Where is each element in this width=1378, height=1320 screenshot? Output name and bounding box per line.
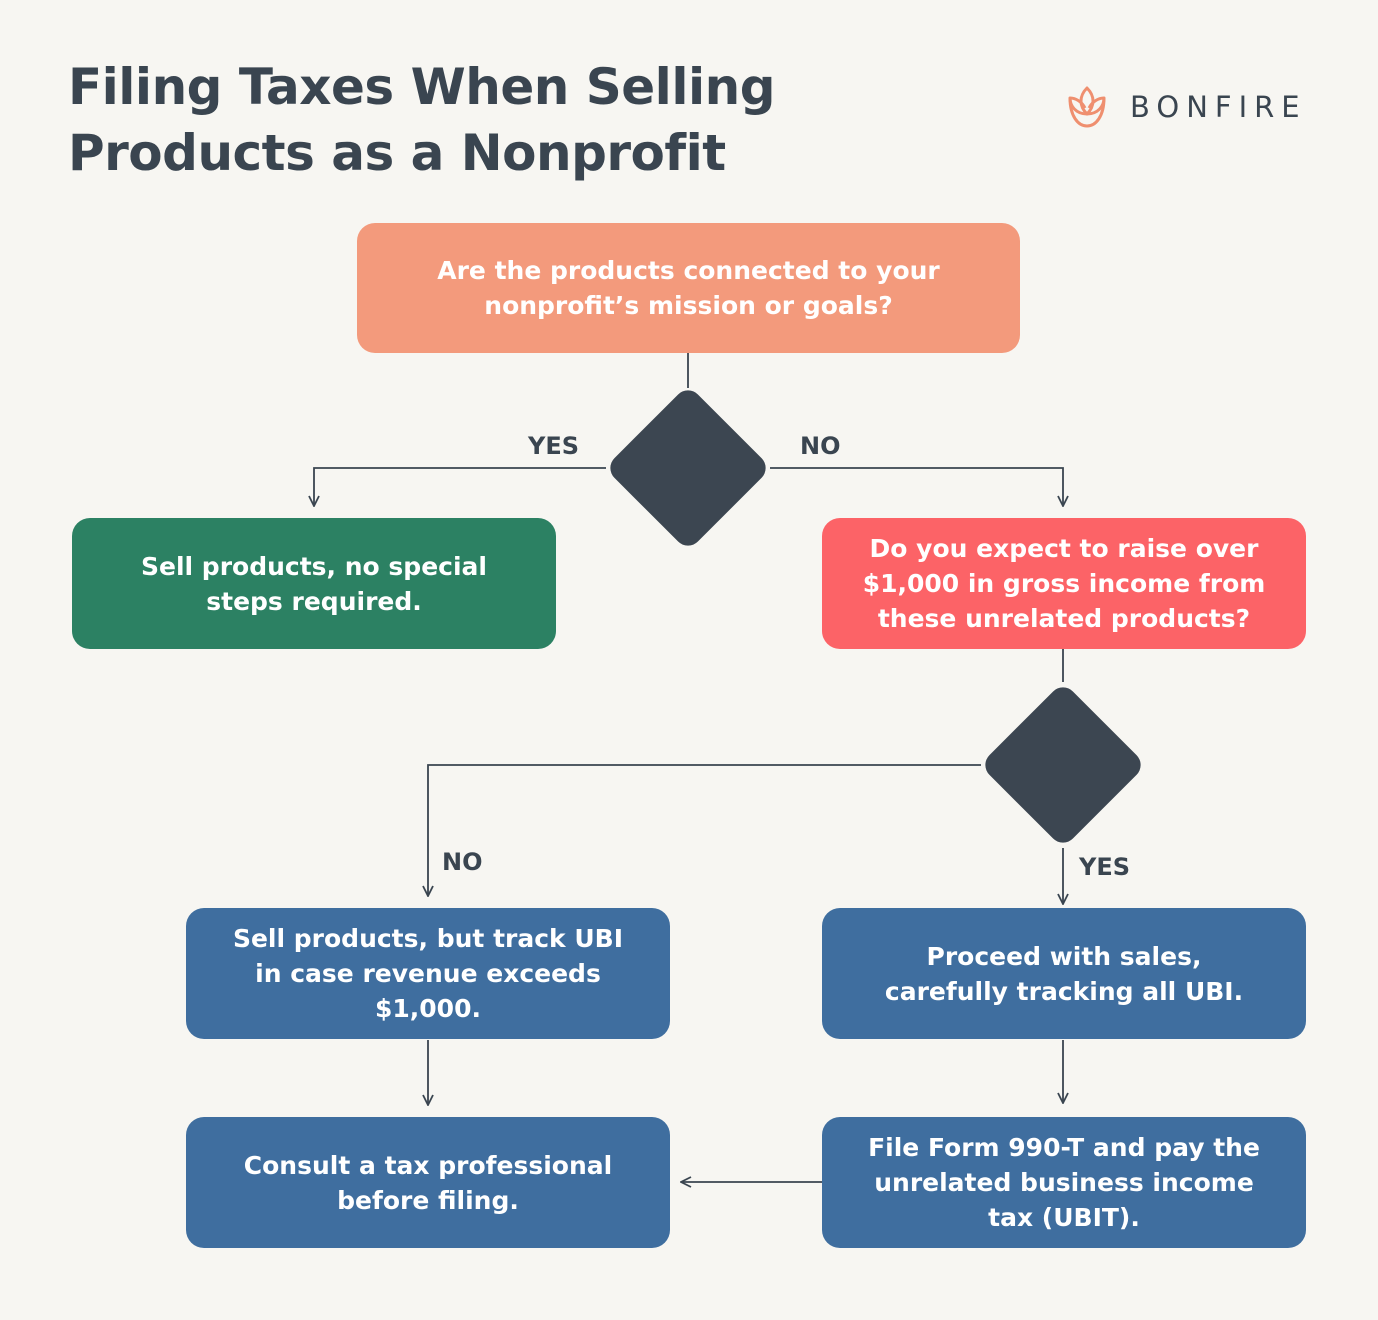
proceed-sales-box: Proceed with sales, carefully tracking a… — [822, 908, 1306, 1039]
decision-diamond-1 — [610, 390, 766, 546]
proceed-sales-text: Proceed with sales, carefully tracking a… — [884, 941, 1244, 1006]
question-income-text: Do you expect to raise over $1,000 in gr… — [862, 534, 1266, 633]
question-income-box: Do you expect to raise over $1,000 in gr… — [822, 518, 1306, 649]
file-form-text: File Form 990-T and pay the unrelated bu… — [868, 1133, 1260, 1232]
connector-no-branch — [770, 467, 1063, 505]
file-form-box: File Form 990-T and pay the unrelated bu… — [822, 1117, 1306, 1248]
consult-professional-box: Consult a tax professional before filing… — [186, 1117, 670, 1248]
q2-yes-label: YES — [1079, 853, 1131, 881]
decision-diamond-2 — [985, 687, 1141, 843]
flame-icon — [1068, 86, 1106, 128]
page-title: Filing Taxes When Selling Products as a … — [68, 54, 868, 186]
track-ubi-box: Sell products, but track UBI in case rev… — [186, 908, 670, 1039]
q1-yes-label: YES — [528, 432, 580, 460]
question-mission-box: Are the products connected to your nonpr… — [357, 223, 1020, 353]
sell-no-steps-box: Sell products, no special steps required… — [72, 518, 556, 649]
q2-no-label: NO — [442, 848, 483, 876]
track-ubi-text: Sell products, but track UBI in case rev… — [232, 924, 624, 1023]
connector-yes-branch — [314, 467, 606, 505]
title-line-2: Products as a Nonprofit — [68, 124, 726, 182]
bonfire-logo: BONFIRE — [1066, 84, 1307, 130]
connector-q2-no-branch — [428, 764, 981, 895]
sell-no-steps-text: Sell products, no special steps required… — [141, 551, 487, 616]
q1-no-label: NO — [800, 432, 841, 460]
title-line-1: Filing Taxes When Selling — [68, 58, 775, 116]
brand-name: BONFIRE — [1130, 90, 1307, 124]
consult-professional-text: Consult a tax professional before filing… — [243, 1150, 613, 1215]
question-mission-text: Are the products connected to your nonpr… — [437, 256, 940, 320]
